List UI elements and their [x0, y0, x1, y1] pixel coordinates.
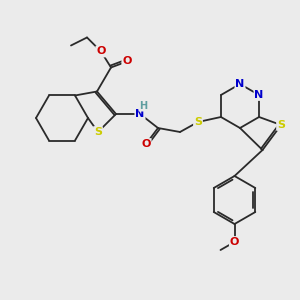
Text: S: S	[194, 117, 202, 127]
Text: H: H	[139, 101, 147, 111]
Text: N: N	[236, 79, 244, 89]
Text: O: O	[141, 139, 151, 149]
Text: S: S	[94, 127, 102, 137]
Text: N: N	[254, 90, 264, 100]
Text: O: O	[122, 56, 132, 67]
Text: O: O	[230, 237, 239, 247]
Text: S: S	[277, 120, 285, 130]
Text: N: N	[135, 109, 145, 119]
Text: O: O	[96, 46, 106, 56]
